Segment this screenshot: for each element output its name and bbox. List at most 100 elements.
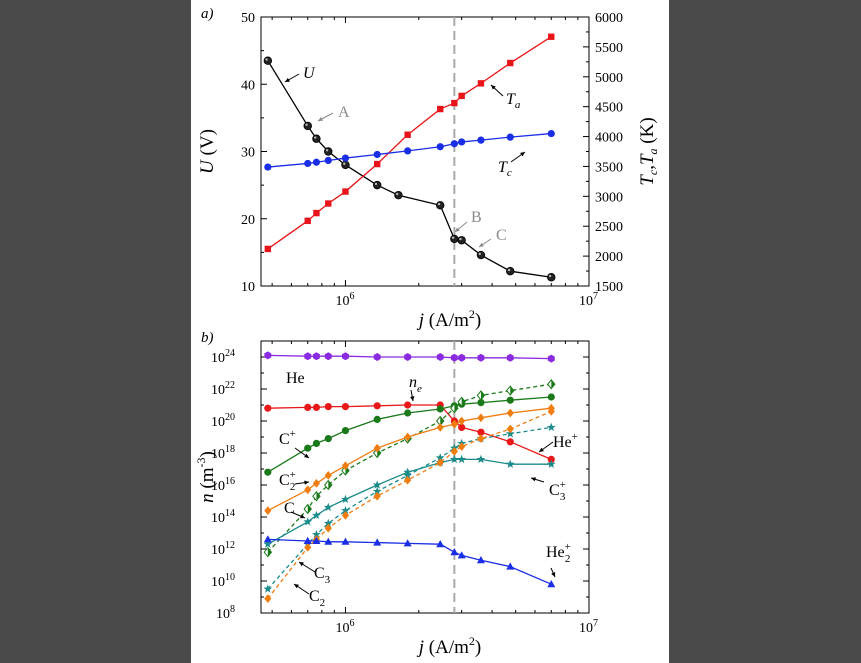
- data-point-U: [372, 180, 382, 190]
- series-label-C2plus: C+ 2: [279, 469, 296, 493]
- data-point-ne: [404, 401, 412, 409]
- y-tick-label-left: 50: [241, 11, 255, 26]
- y-tick-label-b: 1018: [211, 444, 235, 462]
- y-tick-label-left: 20: [241, 213, 255, 228]
- data-point-U: [436, 201, 445, 210]
- data-point-He2+: [450, 548, 459, 556]
- x-axis-label-a: j (A/m2): [416, 307, 481, 331]
- y-tick-label-b: 1012: [211, 540, 235, 558]
- data-point-He2+: [263, 535, 272, 543]
- data-point-C2+: [404, 432, 412, 442]
- data-point-He+: [506, 396, 514, 404]
- data-point-C+-fill: [307, 504, 312, 514]
- data-point-He: [373, 353, 381, 361]
- data-point-U: [324, 147, 333, 156]
- annotation-arrow-head: [285, 77, 290, 82]
- data-point-C2: [450, 447, 458, 456]
- data-point-He: [404, 353, 412, 361]
- data-point-He+: [312, 439, 321, 447]
- y-tick-label-b: 1010: [211, 572, 235, 590]
- series-label-arrow-head: [304, 480, 309, 485]
- data-point-C3+: [372, 486, 382, 496]
- plot-frame-b: [260, 340, 590, 614]
- data-point-C+-fill: [316, 491, 321, 501]
- data-point-C3+: [312, 530, 321, 539]
- data-point-U-highlight: [478, 252, 481, 256]
- data-point-C2+: [450, 419, 458, 429]
- data-point-C: [323, 502, 333, 512]
- data-point-C3+: [546, 422, 556, 432]
- series-label-arrow-head: [551, 572, 556, 577]
- data-point-Tc: [264, 163, 272, 171]
- data-point-Ta: [404, 131, 411, 138]
- series-label-ne: ne: [409, 374, 422, 395]
- data-point-C2: [458, 442, 466, 451]
- data-point-Ta: [342, 188, 349, 195]
- data-point-Tc: [458, 138, 466, 146]
- data-point-C2: [436, 458, 444, 467]
- data-point-U: [394, 191, 403, 200]
- data-point-Tc: [436, 143, 444, 151]
- data-point-He2+: [324, 537, 333, 545]
- data-point-He: [436, 353, 444, 361]
- data-point-Ta: [507, 59, 514, 67]
- data-point-U-highlight: [507, 268, 511, 272]
- data-point-C: [457, 454, 467, 464]
- data-point-He+: [547, 393, 555, 401]
- series-label-Cplus: C+: [279, 428, 296, 448]
- data-point-He+: [373, 415, 381, 423]
- data-point-C+-fill: [510, 386, 514, 395]
- data-point-ne: [373, 402, 381, 410]
- data-point-He2+: [547, 580, 556, 588]
- annotation-Tc: Tc: [498, 159, 512, 179]
- data-point-C2: [547, 407, 555, 416]
- data-point-U-highlight: [374, 182, 378, 186]
- data-point-ne: [324, 403, 332, 411]
- data-point-He: [547, 354, 555, 363]
- data-point-ne: [264, 404, 272, 412]
- data-point-C2+: [436, 423, 444, 432]
- data-point-U-highlight: [437, 202, 441, 206]
- data-point-U: [263, 56, 273, 65]
- y-tick-label-right: 2500: [595, 220, 623, 235]
- panel-label-a: a): [201, 6, 214, 22]
- series-label-He: He: [286, 370, 305, 387]
- data-point-ne: [458, 423, 466, 431]
- data-point-Tc: [404, 147, 412, 155]
- x-tick-label-a: 107: [579, 291, 598, 309]
- data-point-C2: [304, 543, 312, 552]
- data-point-C2+: [324, 471, 332, 480]
- x-tick-label-b: 107: [579, 618, 598, 636]
- y-tick-label-b: 1016: [211, 476, 235, 494]
- data-point-He: [341, 352, 349, 361]
- data-point-Tc: [341, 154, 350, 162]
- data-point-Ta: [458, 92, 465, 100]
- data-point-C2: [373, 491, 381, 501]
- data-point-He: [458, 353, 466, 362]
- data-point-ne: [547, 455, 555, 463]
- data-point-U: [303, 121, 312, 131]
- data-point-C: [312, 510, 321, 520]
- data-point-C+-fill: [551, 379, 555, 389]
- data-point-C: [303, 517, 313, 526]
- series-label-C3: C3: [314, 565, 331, 586]
- y-tick-label-b: 1014: [211, 508, 235, 526]
- y-tick-label-right: 4500: [595, 101, 623, 116]
- data-point-C+-fill: [267, 547, 272, 557]
- data-point-U-highlight: [396, 192, 399, 196]
- data-point-U-highlight: [459, 237, 462, 241]
- data-point-Tc: [304, 159, 312, 168]
- data-point-Ta: [437, 105, 444, 113]
- data-point-C2+: [458, 416, 466, 426]
- data-point-Ta: [264, 245, 272, 253]
- data-point-C: [546, 459, 556, 468]
- data-point-ne: [312, 403, 321, 411]
- series-label-arrow-head: [304, 453, 309, 458]
- data-point-C2+: [264, 506, 272, 515]
- data-point-C: [449, 454, 459, 464]
- data-point-He2+: [312, 536, 321, 544]
- data-point-C2+: [506, 408, 514, 418]
- data-point-C: [476, 454, 486, 464]
- data-point-Ta: [373, 160, 381, 168]
- y-tick-label-right: 5500: [595, 41, 623, 56]
